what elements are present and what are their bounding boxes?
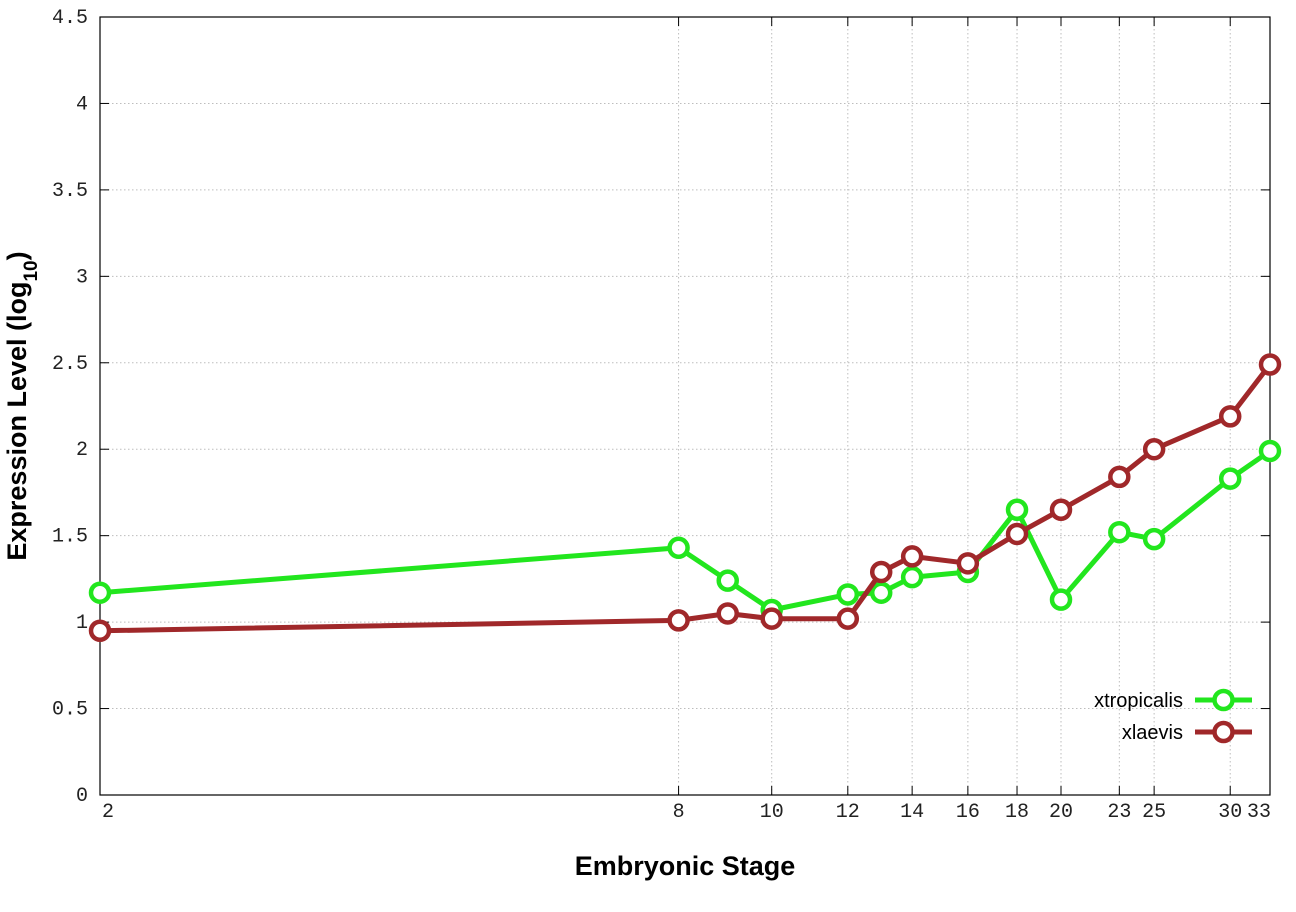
x-tick-label: 14	[900, 801, 924, 824]
data-point-xtropicalis	[869, 581, 893, 604]
x-tick-label: 18	[1005, 801, 1029, 824]
data-point-xlaevis	[956, 552, 980, 575]
y-axis-title-close: )	[2, 251, 32, 260]
legend-marker-xlaevis	[1212, 720, 1235, 744]
x-tick-label: 33	[1247, 801, 1271, 824]
data-point-xlaevis	[1218, 405, 1242, 428]
data-point-xtropicalis	[1005, 498, 1029, 521]
x-tick-label: 12	[836, 801, 860, 824]
data-point-xlaevis	[1258, 353, 1282, 376]
data-point-xtropicalis	[88, 581, 112, 604]
data-point-xtropicalis	[1218, 467, 1242, 490]
legend-label-xtropicalis: xtropicalis	[1094, 690, 1183, 712]
data-point-xlaevis	[1108, 465, 1131, 489]
grid	[100, 17, 1270, 795]
x-axis-title: Embryonic Stage	[575, 851, 796, 881]
series-group	[88, 353, 1282, 643]
y-tick-label: 4	[76, 93, 88, 116]
data-point-xlaevis	[1005, 522, 1029, 546]
y-tick-label: 3	[76, 266, 88, 289]
data-point-xtropicalis	[1049, 588, 1073, 611]
series-line-xlaevis	[99, 362, 1272, 634]
data-point-xtropicalis	[836, 583, 860, 606]
data-point-xlaevis	[900, 545, 924, 568]
legend: xtropicalis xlaevis	[1094, 688, 1252, 744]
data-point-xlaevis	[836, 607, 860, 630]
series-line-xtropicalis	[99, 448, 1272, 613]
data-point-xlaevis	[716, 602, 739, 625]
y-tick-label: 2	[76, 439, 88, 462]
x-tick-label: 8	[673, 801, 685, 824]
data-point-xtropicalis	[1258, 439, 1282, 463]
y-tick-label: 1	[76, 612, 88, 635]
data-point-xlaevis	[760, 607, 783, 630]
x-tick-label: 10	[760, 801, 784, 824]
data-point-xtropicalis	[1108, 520, 1131, 544]
y-axis-title: Expression Level (log10)	[2, 251, 42, 560]
x-tick-label: 25	[1142, 801, 1166, 824]
data-point-xtropicalis	[716, 569, 739, 592]
y-tick-label: 3.5	[52, 180, 88, 203]
data-point-xlaevis	[88, 619, 112, 643]
y-tick-label: 4.5	[52, 7, 88, 30]
data-point-xtropicalis	[1142, 527, 1166, 551]
legend-marker-xtropicalis	[1212, 688, 1235, 712]
y-axis-title-main: Expression Level (log	[2, 282, 32, 561]
y-tick-label: 1.5	[52, 526, 88, 549]
axis-ticks: 0 0.5 1 1.5 2 2.5 3 3.5 4 4.5 2 8 10 12 14 16 18 20 23 25 30…	[52, 7, 1271, 824]
x-tick-label: 23	[1107, 801, 1131, 824]
data-point-xtropicalis	[667, 536, 690, 560]
x-tick-label: 2	[102, 801, 114, 824]
y-tick-label: 0.5	[52, 699, 88, 722]
legend-label-xlaevis: xlaevis	[1122, 722, 1183, 744]
x-tick-label: 30	[1218, 801, 1242, 824]
y-tick-label: 0	[76, 785, 88, 808]
data-point-xlaevis	[667, 609, 690, 632]
data-point-xtropicalis	[900, 565, 924, 589]
data-point-xlaevis	[1142, 437, 1166, 461]
x-tick-label: 16	[956, 801, 980, 824]
plot-frame	[99, 16, 1271, 796]
y-tick-label: 2.5	[52, 353, 88, 376]
data-point-xlaevis	[1049, 498, 1073, 521]
data-point-xlaevis	[869, 560, 893, 584]
y-axis-title-subscript: 10	[21, 260, 42, 281]
x-tick-label: 20	[1049, 801, 1073, 824]
